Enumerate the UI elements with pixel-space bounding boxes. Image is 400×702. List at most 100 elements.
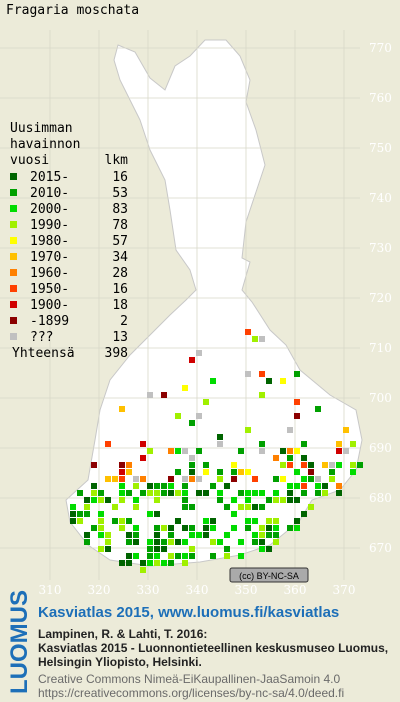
x-grid-label: 310 [39, 583, 62, 597]
observation [238, 469, 244, 475]
observation [343, 427, 349, 433]
observation [308, 462, 314, 468]
observation [252, 504, 258, 510]
observation [189, 525, 195, 531]
cc-text: Creative Commons Nimeä-EiKaupallinen-Jaa… [38, 672, 340, 686]
observation [357, 462, 363, 468]
legend-count: 57 [112, 234, 128, 249]
observation [203, 532, 209, 538]
observation [196, 490, 202, 496]
observation [84, 539, 90, 545]
observation [238, 490, 244, 496]
observation [154, 525, 160, 531]
observation [147, 490, 153, 496]
observation [98, 511, 104, 517]
observation [119, 483, 125, 489]
observation [210, 539, 216, 545]
observation [217, 539, 223, 545]
observation [161, 560, 167, 566]
observation [203, 518, 209, 524]
observation [196, 532, 202, 538]
observation [84, 504, 90, 510]
y-grid-label: 690 [369, 441, 392, 455]
license-badge: (cc) BY-NC-SA [229, 567, 309, 583]
observation [119, 497, 125, 503]
observation [287, 483, 293, 489]
observation [336, 448, 342, 454]
observation [147, 392, 153, 398]
observation [294, 525, 300, 531]
observation [259, 532, 265, 538]
observation [182, 553, 188, 559]
observation [259, 371, 265, 377]
observation [217, 469, 223, 475]
observation [168, 483, 174, 489]
observation [287, 525, 293, 531]
luomus-logo: LUOMUS [6, 590, 33, 694]
observation [91, 462, 97, 468]
observation [154, 490, 160, 496]
legend-label: 2015- [30, 170, 69, 185]
legend-count: 16 [112, 282, 128, 297]
observation [175, 539, 181, 545]
legend-swatch [10, 237, 17, 244]
observation [119, 406, 125, 412]
observation [196, 413, 202, 419]
observation [126, 462, 132, 468]
observation [168, 560, 174, 566]
observation [315, 406, 321, 412]
observation [189, 357, 195, 363]
legend-label: ??? [30, 330, 53, 345]
legend-label: 1990- [30, 218, 69, 233]
observation [231, 462, 237, 468]
observation [294, 518, 300, 524]
observation [175, 469, 181, 475]
observation [266, 525, 272, 531]
badge [229, 567, 309, 583]
legend-swatch [10, 253, 17, 260]
observation [154, 546, 160, 552]
observation [140, 455, 146, 461]
observation [133, 476, 139, 482]
observation [280, 448, 286, 454]
observation [245, 497, 251, 503]
y-grid-label: 700 [369, 391, 392, 405]
observation [252, 490, 258, 496]
observation [301, 462, 307, 468]
observation [119, 469, 125, 475]
observation [175, 518, 181, 524]
observation [189, 462, 195, 468]
legend-total: 398 [105, 346, 128, 361]
y-grid-label: 670 [369, 541, 392, 555]
observation [175, 413, 181, 419]
legend: Uusimman havainnon vuosi lkm 2015- 16 2010… [10, 121, 128, 361]
observation [245, 518, 251, 524]
observation [175, 490, 181, 496]
observation [105, 497, 111, 503]
observation [112, 518, 118, 524]
observation [126, 518, 132, 524]
observation [231, 469, 237, 475]
observation [224, 504, 230, 510]
observation [91, 525, 97, 531]
observation [154, 553, 160, 559]
observation [301, 441, 307, 447]
observation [147, 546, 153, 552]
observation [315, 483, 321, 489]
observation [322, 462, 328, 468]
legend-total-label: Yhteensä [12, 346, 75, 361]
observation [189, 469, 195, 475]
observation [70, 511, 76, 517]
observation [252, 336, 258, 342]
observation [301, 476, 307, 482]
observation [84, 511, 90, 517]
observation [182, 476, 188, 482]
y-grid-label: 750 [369, 141, 392, 155]
observation [126, 553, 132, 559]
legend-swatch [10, 189, 17, 196]
observation [98, 546, 104, 552]
legend-count: 13 [112, 330, 128, 345]
observation [161, 392, 167, 398]
legend-count: 28 [112, 266, 128, 281]
observation [189, 504, 195, 510]
